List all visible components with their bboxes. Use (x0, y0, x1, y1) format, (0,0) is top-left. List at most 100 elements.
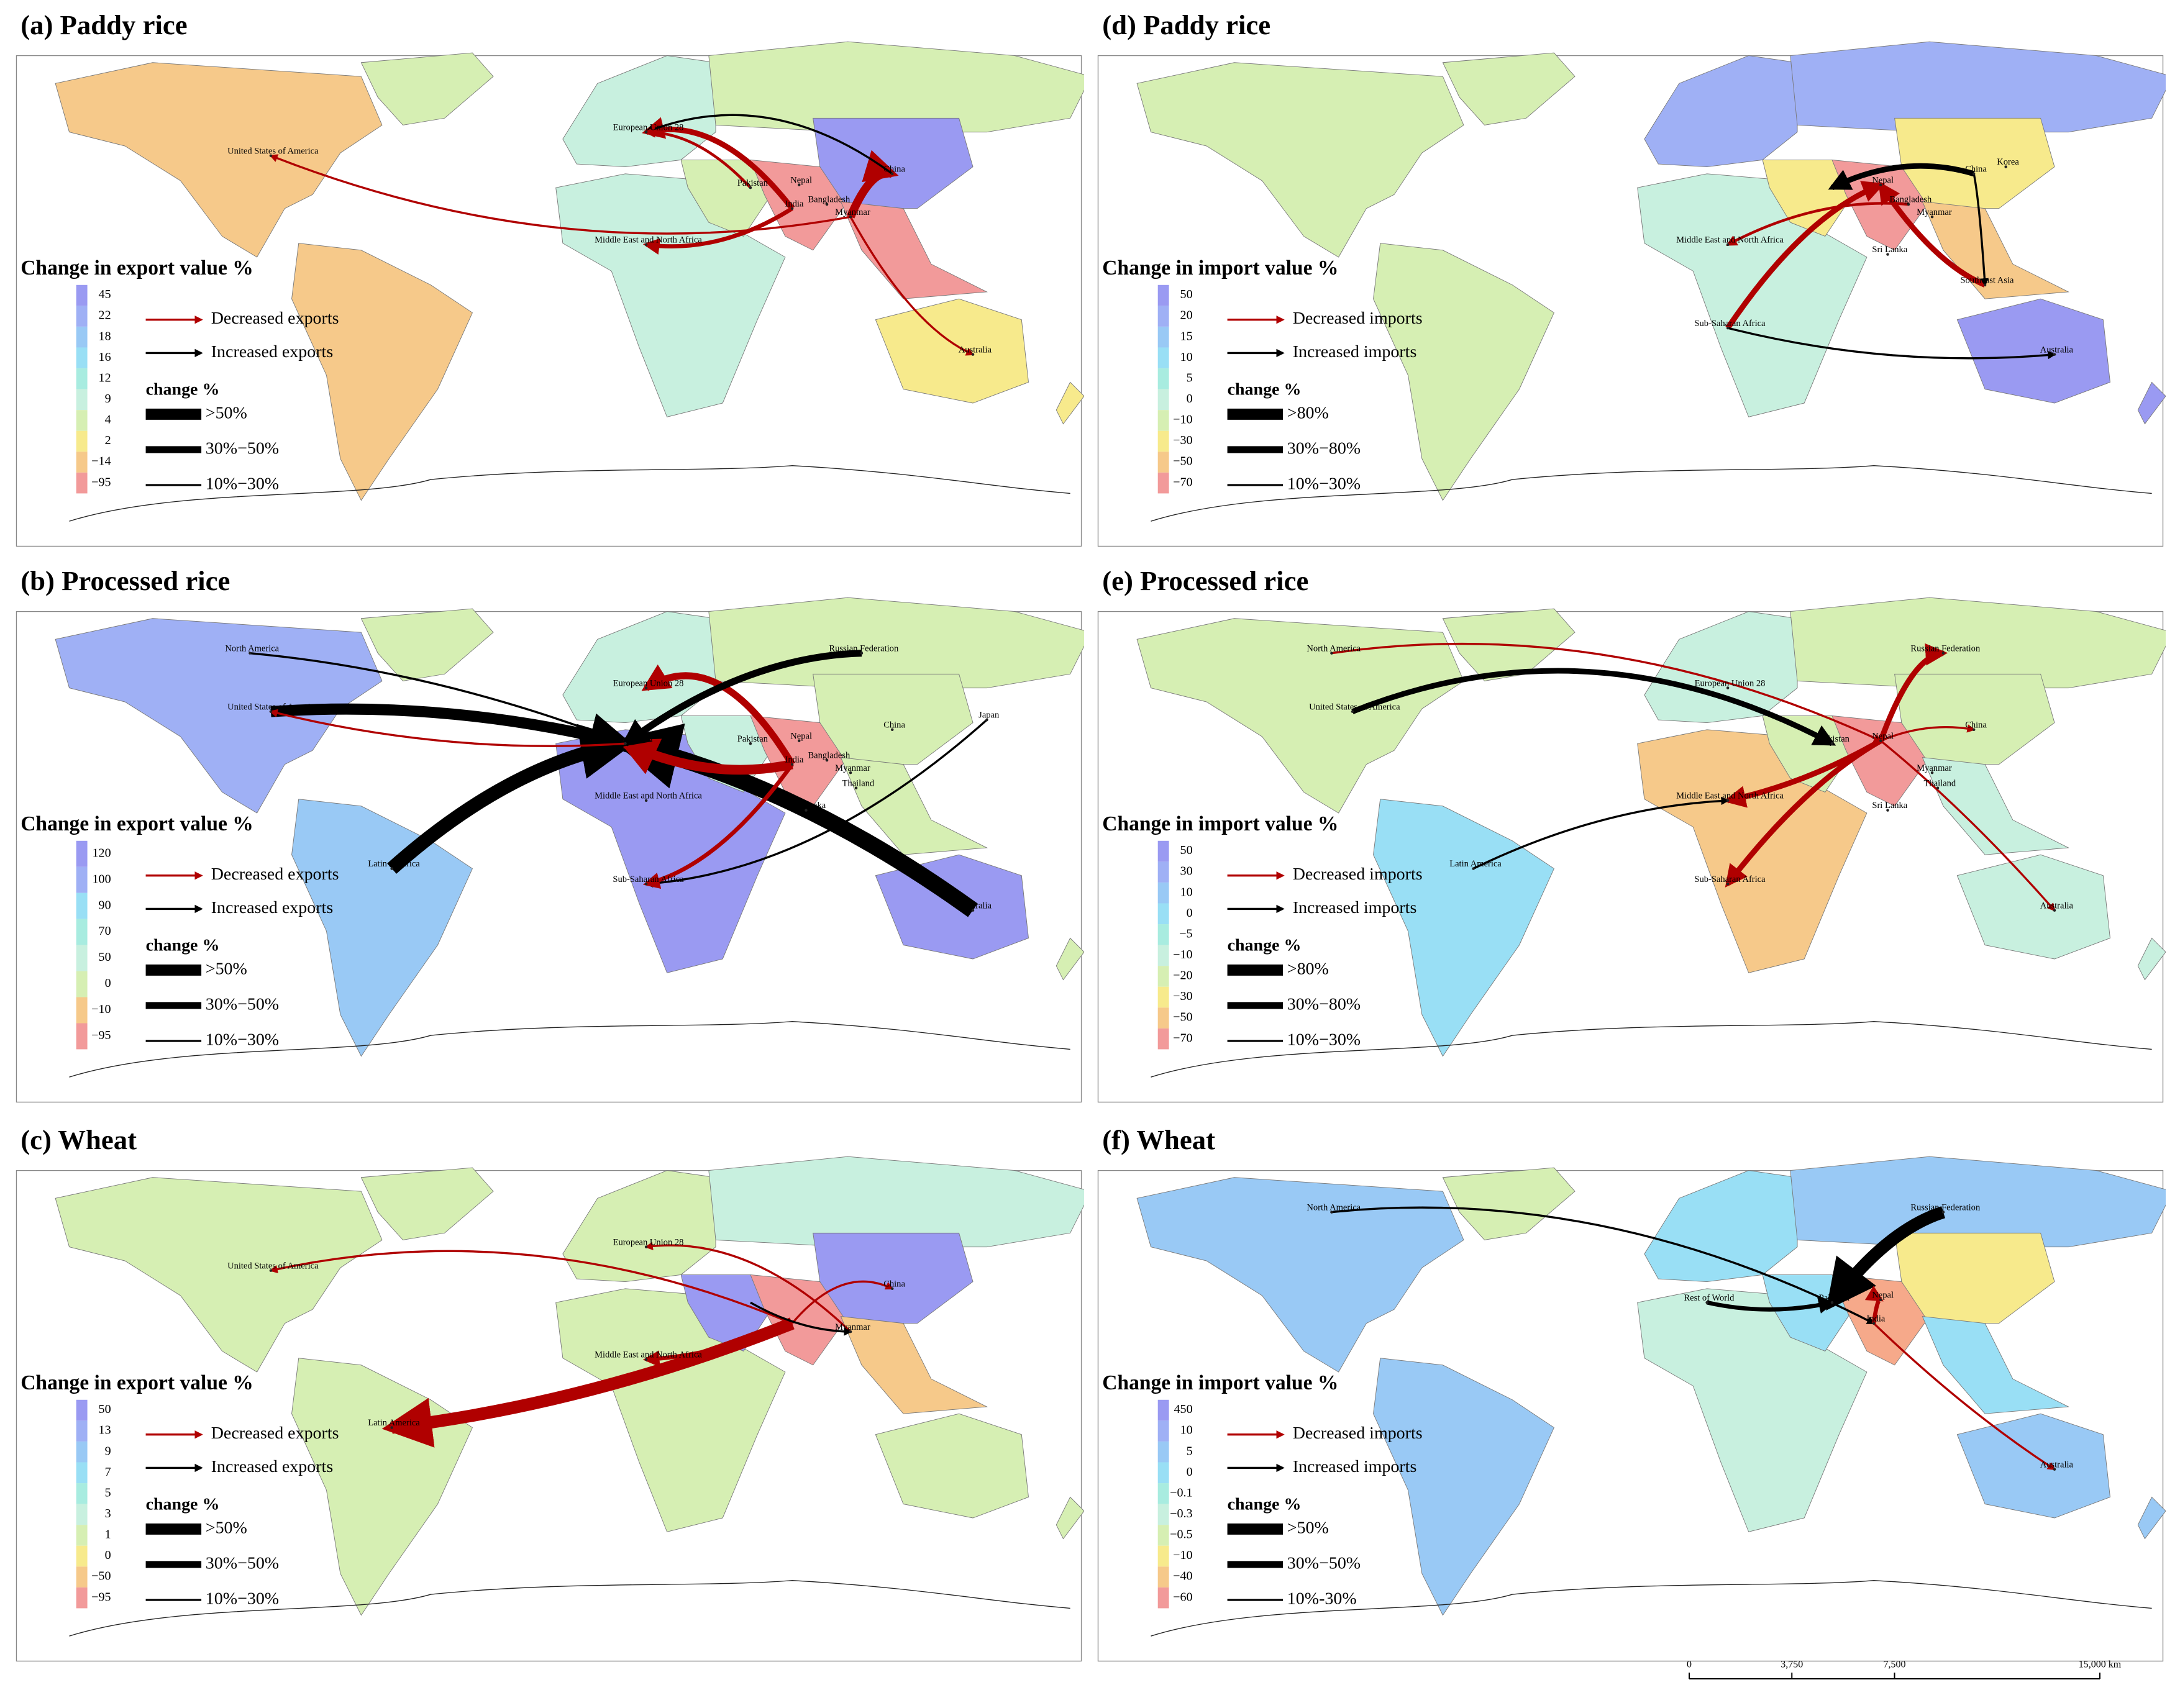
trade-flow-arrow (1351, 668, 1836, 747)
color-swatch (76, 368, 88, 389)
place-dot (825, 202, 829, 206)
country-region (1136, 62, 1464, 258)
country-region (55, 62, 383, 258)
country-region (1136, 1177, 1464, 1373)
place-label: Australia (2040, 901, 2074, 911)
place-dot (1726, 799, 1730, 802)
place-label: North America (225, 643, 279, 653)
trade-flow-arrow (642, 1321, 793, 1368)
country-region (813, 1232, 974, 1324)
legend-label: 10%-30% (1287, 1589, 1357, 1608)
trade-flow-arrow (750, 1301, 852, 1336)
place-dot (390, 1426, 393, 1429)
color-swatch (76, 1399, 88, 1421)
width-legend-title: change % (1228, 379, 1302, 399)
color-scale-label: 22 (99, 309, 111, 322)
color-swatch (76, 284, 88, 306)
place-dot (849, 771, 852, 775)
map-frame (1097, 1170, 2164, 1662)
color-swatch (1157, 306, 1169, 327)
antarctica-outline (69, 1580, 1070, 1637)
color-scale-label: 10 (1180, 885, 1193, 899)
country-region (1442, 52, 1576, 125)
legend-label: 10%−30% (206, 1030, 279, 1049)
country-region (562, 55, 716, 168)
legend-label: 30%−80% (1287, 438, 1361, 458)
color-swatch (76, 472, 88, 494)
place-label: China (883, 164, 905, 174)
color-swatch (76, 971, 88, 997)
color-swatch (1157, 1545, 1169, 1567)
place-dot (1886, 253, 1889, 256)
place-dot (644, 1358, 648, 1361)
trade-flow-arrow (1878, 181, 1986, 288)
country-region (1644, 1170, 1798, 1283)
color-swatch (1157, 945, 1169, 966)
color-scale-label: 30 (1180, 865, 1193, 878)
color-swatch (76, 1023, 88, 1050)
place-dot (1726, 882, 1730, 886)
country-region (840, 1315, 988, 1414)
color-scale-label: 4 (105, 413, 111, 427)
legend-label: 30%−50% (206, 1553, 279, 1573)
color-scale-label: −10 (91, 1002, 111, 1016)
color-swatch (76, 1587, 88, 1609)
place-label: Nepal (1872, 1290, 1894, 1300)
trade-flow-arrow (644, 719, 988, 888)
place-label: Sub-Saharan Africa (613, 874, 684, 884)
place-label: Nepal (1872, 731, 1894, 741)
map-frame (1097, 611, 2164, 1103)
trade-flow-arrow (1878, 643, 1948, 742)
country-region (708, 41, 1084, 133)
place-label: India (785, 199, 804, 209)
place-dot (269, 154, 273, 157)
trade-flow-arrow (644, 1242, 852, 1333)
color-swatch (1157, 452, 1169, 473)
legend-label: Increased exports (211, 898, 333, 917)
place-label: Pakistan (1819, 1293, 1850, 1303)
color-scale-label: −70 (1173, 1031, 1192, 1045)
place-dot (798, 183, 801, 186)
color-swatch (1157, 347, 1169, 369)
color-swatch (1157, 1462, 1169, 1484)
place-dot (860, 652, 864, 655)
place-dot (644, 130, 648, 134)
map-frame (1097, 55, 2164, 547)
country-region (875, 298, 1029, 404)
color-swatch (76, 1420, 88, 1442)
place-dot (790, 207, 794, 210)
map-frame (16, 55, 1082, 547)
place-dot (1879, 739, 1882, 742)
place-label: United States of America (1309, 702, 1400, 712)
color-swatch (76, 866, 88, 893)
place-label: Myanmar (835, 207, 870, 217)
color-scale-label: −10 (1173, 948, 1192, 961)
place-dot (798, 739, 801, 742)
color-scale-label: 0 (1187, 1465, 1193, 1479)
place-label: India (1867, 1314, 1886, 1324)
trade-flow-arrow (644, 126, 752, 189)
place-dot (805, 809, 808, 812)
legend-label: Increased exports (211, 342, 333, 361)
panel-title: (b) Processed rice (21, 565, 230, 596)
color-scale-label: −0.5 (1170, 1528, 1193, 1542)
map-panel: (b) Processed rice North America United St… (16, 565, 1084, 1103)
color-scale-label: −50 (91, 1569, 111, 1583)
place-label: Middle East and North Africa (1676, 235, 1784, 245)
color-swatch (1157, 1420, 1169, 1442)
color-scale-label: −14 (91, 455, 111, 468)
country-region (360, 1167, 494, 1240)
place-label: Bangladesh (808, 195, 851, 205)
legend-label: >50% (206, 403, 247, 422)
legend-label: Decreased imports (1293, 309, 1423, 328)
color-scale-label: 20 (1180, 309, 1193, 322)
color-scale-label: −0.1 (1170, 1486, 1193, 1499)
country-region (1956, 1413, 2110, 1519)
place-dot (2004, 165, 2007, 168)
place-dot (1983, 283, 1987, 287)
color-swatch (1157, 472, 1169, 494)
trade-flow-arrow (269, 709, 626, 747)
country-region (1922, 201, 2069, 299)
place-label: China (1965, 720, 1987, 730)
country-region (1894, 1232, 2055, 1324)
